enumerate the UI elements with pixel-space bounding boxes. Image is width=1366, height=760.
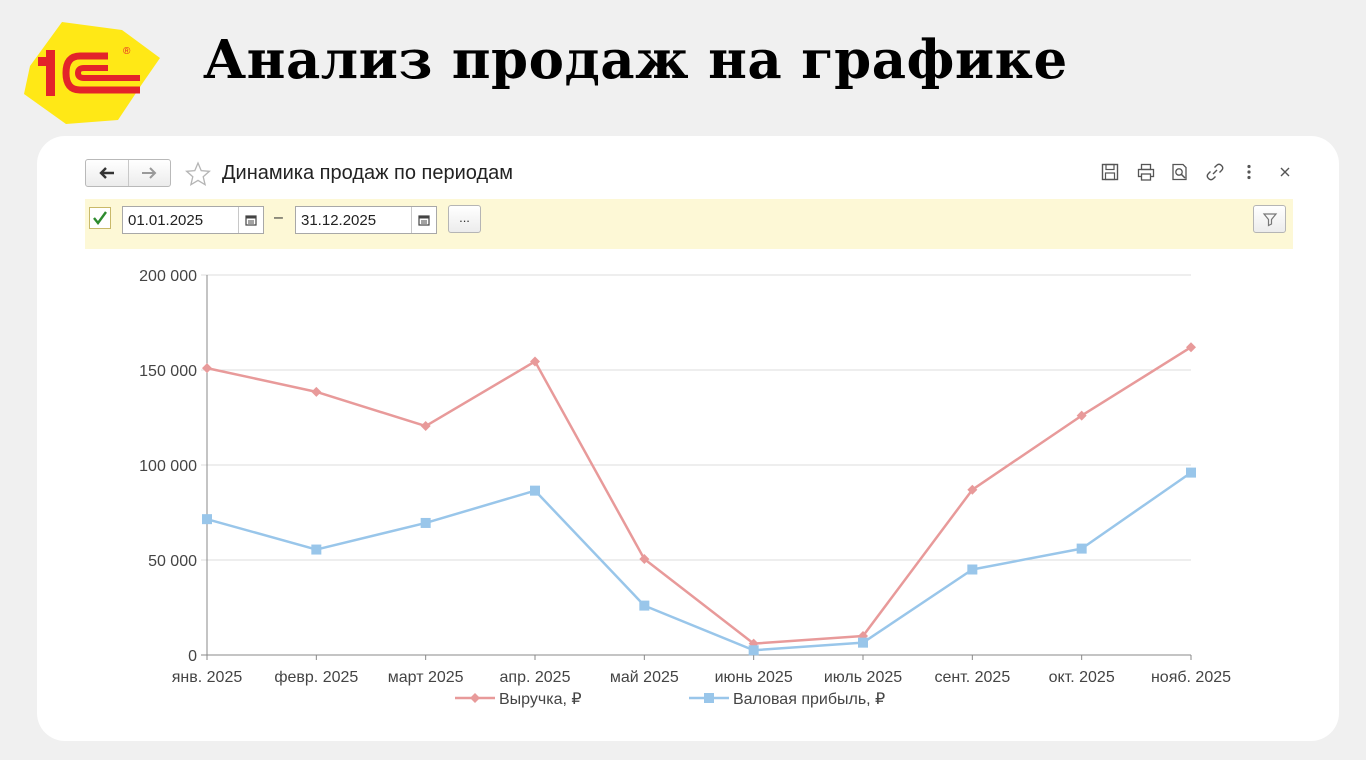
filter-button[interactable] xyxy=(1253,205,1286,233)
data-point xyxy=(748,645,759,656)
link-icon[interactable] xyxy=(1205,162,1225,182)
data-point xyxy=(967,484,978,495)
data-point xyxy=(311,386,322,397)
x-tick-label: сент. 2025 xyxy=(934,669,1010,686)
sales-line-chart: 0 50 000 100 000 150 000 200 000 янв. 2025 фев… xyxy=(139,268,1231,708)
1c-logo: ® xyxy=(24,22,160,124)
back-button[interactable] xyxy=(86,160,128,186)
favorite-star-icon[interactable] xyxy=(185,161,211,187)
legend-marker xyxy=(470,693,480,703)
x-tick-label: апр. 2025 xyxy=(500,669,571,686)
date-to-input[interactable] xyxy=(296,207,411,233)
arrow-right-icon xyxy=(142,167,157,179)
y-tick-label: 0 xyxy=(188,648,197,665)
data-point xyxy=(858,637,868,648)
data-point xyxy=(420,421,431,432)
data-point xyxy=(967,564,978,575)
period-filter-bar: – ... xyxy=(85,199,1293,249)
period-checkbox[interactable] xyxy=(89,207,111,229)
form-window: Динамика продаж по периодам xyxy=(37,136,1339,741)
calendar-icon xyxy=(245,215,257,226)
slide-title: Анализ продаж на графике xyxy=(203,29,1068,91)
data-point xyxy=(1076,543,1087,554)
date-from-field xyxy=(122,206,264,234)
date-separator: – xyxy=(274,209,283,226)
date-from-input[interactable] xyxy=(123,207,238,233)
x-tick-label: март 2025 xyxy=(388,669,464,686)
data-point xyxy=(530,485,540,496)
data-point xyxy=(639,600,650,611)
data-point xyxy=(311,544,322,555)
series-line-revenue xyxy=(206,346,1192,645)
x-tick-label: окт. 2025 xyxy=(1049,669,1115,686)
series-line-gross-profit xyxy=(206,471,1192,652)
y-tick-label: 200 000 xyxy=(139,268,197,285)
x-tick-label: нояб. 2025 xyxy=(1151,669,1231,686)
data-point xyxy=(202,363,212,374)
nav-buttons xyxy=(85,159,171,187)
data-point xyxy=(1076,410,1087,421)
data-point xyxy=(420,517,431,528)
preview-icon[interactable] xyxy=(1170,162,1190,182)
more-vertical-icon[interactable] xyxy=(1239,162,1259,182)
date-to-calendar-button[interactable] xyxy=(411,207,436,233)
date-to-field xyxy=(295,206,437,234)
checkmark-icon xyxy=(93,211,107,225)
x-tick-label: янв. 2025 xyxy=(172,669,243,686)
y-tick-label: 100 000 xyxy=(139,458,197,475)
forward-button[interactable] xyxy=(127,160,171,186)
arrow-left-icon xyxy=(99,167,114,179)
legend-label: Выручка, ₽ xyxy=(499,691,582,708)
data-point xyxy=(202,514,212,525)
funnel-icon xyxy=(1262,213,1277,227)
legend-label: Валовая прибыль, ₽ xyxy=(733,691,885,708)
x-tick-label: февр. 2025 xyxy=(274,669,358,686)
y-tick-label: 150 000 xyxy=(139,363,197,380)
close-icon[interactable] xyxy=(1275,162,1295,182)
data-point xyxy=(1186,467,1196,478)
data-point xyxy=(530,356,540,367)
x-tick-label: май 2025 xyxy=(610,669,679,686)
print-icon[interactable] xyxy=(1136,162,1156,182)
registered-mark: ® xyxy=(123,46,131,57)
select-period-button[interactable]: ... xyxy=(448,205,481,233)
date-from-calendar-button[interactable] xyxy=(238,207,263,233)
data-point xyxy=(1186,342,1196,353)
x-tick-label: июль 2025 xyxy=(824,669,902,686)
y-tick-label: 50 000 xyxy=(148,553,197,570)
save-icon[interactable] xyxy=(1100,162,1120,182)
x-tick-label: июнь 2025 xyxy=(715,669,793,686)
legend-marker xyxy=(704,693,714,703)
data-point xyxy=(639,554,650,565)
form-title: Динамика продаж по периодам xyxy=(222,162,514,184)
calendar-icon xyxy=(418,215,430,226)
